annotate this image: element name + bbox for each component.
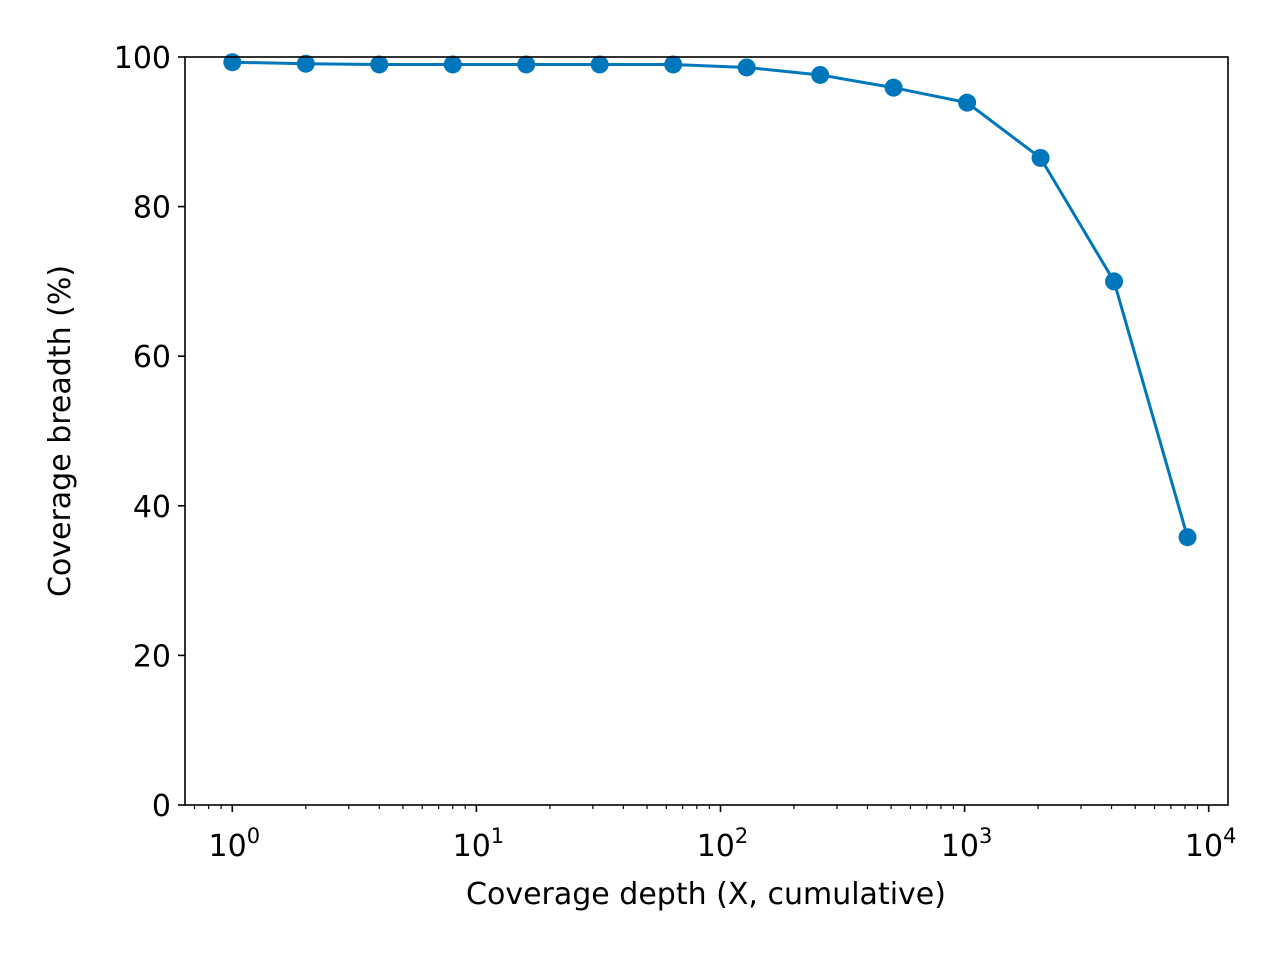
- x-tick-exponent: 0: [247, 824, 260, 848]
- data-point: [590, 55, 609, 74]
- data-point: [737, 58, 756, 77]
- data-point: [884, 78, 903, 97]
- y-tick-label: 60: [133, 340, 171, 375]
- data-point: [223, 53, 242, 72]
- plot-layer: [223, 53, 1197, 547]
- x-tick-base: 10: [941, 829, 979, 864]
- x-tick-exponent: 3: [979, 824, 992, 848]
- x-tick-base: 10: [453, 829, 491, 864]
- y-tick-label: 40: [133, 490, 171, 525]
- x-tick-label: 104: [1185, 824, 1237, 864]
- x-tick-base: 10: [697, 829, 735, 864]
- x-tick-label: 102: [697, 824, 749, 864]
- x-tick-exponent: 1: [491, 824, 504, 848]
- x-tick-label: 103: [941, 824, 993, 864]
- data-point: [443, 55, 462, 74]
- x-axis-label: Coverage depth (X, cumulative): [466, 877, 946, 912]
- data-point: [811, 65, 830, 84]
- x-tick-exponent: 2: [735, 824, 748, 848]
- x-tick-exponent: 4: [1223, 824, 1236, 848]
- x-tick-label: 101: [453, 824, 505, 864]
- x-tick-label: 100: [209, 824, 261, 864]
- data-point: [1178, 528, 1197, 547]
- y-axis-label: Coverage breadth (%): [43, 265, 78, 597]
- data-point: [664, 55, 683, 74]
- data-point: [1105, 272, 1124, 291]
- data-point: [296, 54, 315, 73]
- x-tick-base: 10: [209, 829, 247, 864]
- x-tick-base: 10: [1185, 829, 1223, 864]
- data-point: [1031, 148, 1050, 167]
- y-tick-label: 0: [152, 789, 171, 824]
- y-tick-label: 20: [133, 639, 171, 674]
- y-tick-label: 80: [133, 191, 171, 226]
- data-point: [958, 93, 977, 112]
- y-tick-label: 100: [114, 41, 171, 76]
- data-point: [370, 55, 389, 74]
- data-point: [517, 55, 536, 74]
- series-line: [232, 60, 1189, 538]
- plot-frame: [184, 56, 1229, 806]
